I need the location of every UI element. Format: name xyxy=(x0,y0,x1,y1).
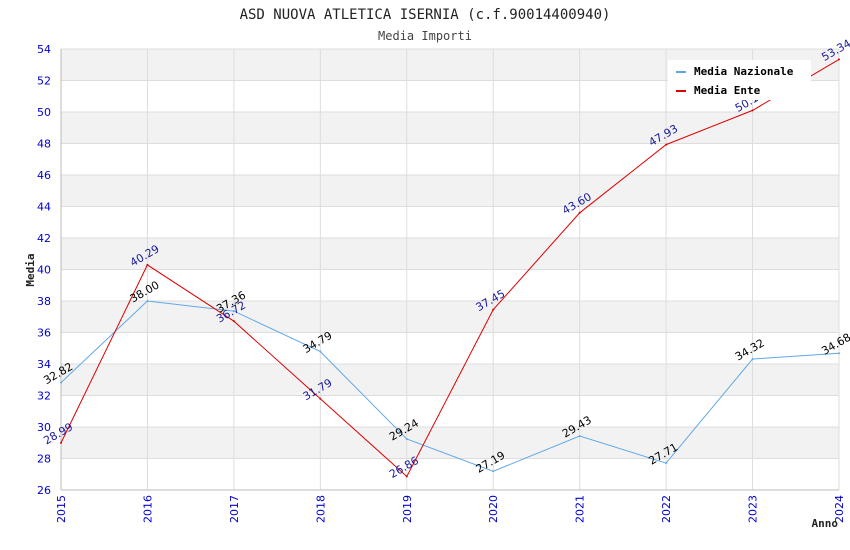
data-point xyxy=(232,310,235,313)
x-tick-label: 2019 xyxy=(401,495,414,523)
series-line-media-ente xyxy=(60,58,840,478)
y-tick-label: 54 xyxy=(37,43,51,56)
chart-subtitle: Media Importi xyxy=(378,29,472,43)
series-line-media-nazionale xyxy=(60,300,840,472)
grid-band xyxy=(61,301,839,333)
x-tick-label: 2020 xyxy=(487,495,500,523)
y-axis-label: Media xyxy=(24,253,37,286)
data-point xyxy=(751,109,754,112)
y-tick-label: 42 xyxy=(37,232,51,245)
y-tick-label: 26 xyxy=(37,484,51,497)
series-lines xyxy=(60,58,840,478)
y-tick-label: 44 xyxy=(37,201,51,214)
data-point xyxy=(838,352,840,355)
data-point xyxy=(405,437,408,440)
x-tick-label: 2024 xyxy=(833,495,846,523)
grid-band xyxy=(61,364,839,396)
x-tick-label: 2022 xyxy=(660,495,673,523)
y-tick-label: 52 xyxy=(37,75,51,88)
x-tick-label: 2017 xyxy=(228,495,241,523)
y-tick-label: 40 xyxy=(37,264,51,277)
x-tick-label: 2018 xyxy=(314,495,327,523)
data-point xyxy=(405,475,408,478)
y-tick-label: 38 xyxy=(37,295,51,308)
data-point xyxy=(319,397,322,400)
grid-band xyxy=(61,427,839,459)
data-point xyxy=(492,470,495,473)
legend-background xyxy=(668,60,811,100)
y-tick-label: 32 xyxy=(37,390,51,403)
x-tick-label: 2016 xyxy=(141,495,154,523)
y-tick-label: 36 xyxy=(37,327,51,340)
data-label: 34.79 xyxy=(301,329,335,356)
grid-band xyxy=(61,238,839,270)
legend-label-nazionale: Media Nazionale xyxy=(694,65,794,78)
data-point xyxy=(232,320,235,323)
data-point xyxy=(578,211,581,214)
data-point xyxy=(146,300,149,302)
grid-bands xyxy=(61,49,839,459)
legend-label-ente: Media Ente xyxy=(694,84,761,97)
legend: Media Nazionale Media Ente xyxy=(668,60,811,100)
x-tick-label: 2015 xyxy=(55,495,68,523)
x-tick-label: 2021 xyxy=(574,495,587,523)
y-axis-ticks: 26 28 30 32 34 36 38 40 42 44 46 48 50 52 54 xyxy=(37,43,51,497)
grid-band xyxy=(61,112,839,144)
chart-title: ASD NUOVA ATLETICA ISERNIA (c.f.90014400… xyxy=(240,7,611,23)
data-point xyxy=(665,143,668,146)
y-tick-label: 30 xyxy=(37,421,51,434)
data-point xyxy=(492,308,495,311)
data-point xyxy=(578,434,581,437)
data-point xyxy=(146,263,149,266)
data-point xyxy=(60,441,62,444)
grid-lines xyxy=(60,48,840,491)
y-tick-label: 34 xyxy=(37,358,51,371)
x-axis-label: Anno xyxy=(812,517,839,530)
data-point xyxy=(319,350,322,353)
data-point xyxy=(60,381,62,384)
x-axis-ticks: 2015 2016 2017 2018 2019 2020 2021 2022 2023 2024 xyxy=(55,495,846,523)
data-point xyxy=(665,462,668,465)
y-tick-label: 28 xyxy=(37,453,51,466)
data-label: 34.32 xyxy=(733,336,767,363)
x-tick-label: 2023 xyxy=(747,495,760,523)
data-point xyxy=(838,58,840,61)
data-point xyxy=(751,357,754,360)
y-tick-label: 46 xyxy=(37,169,51,182)
y-tick-label: 48 xyxy=(37,138,51,151)
grid-band xyxy=(61,175,839,207)
y-tick-label: 50 xyxy=(37,106,51,119)
